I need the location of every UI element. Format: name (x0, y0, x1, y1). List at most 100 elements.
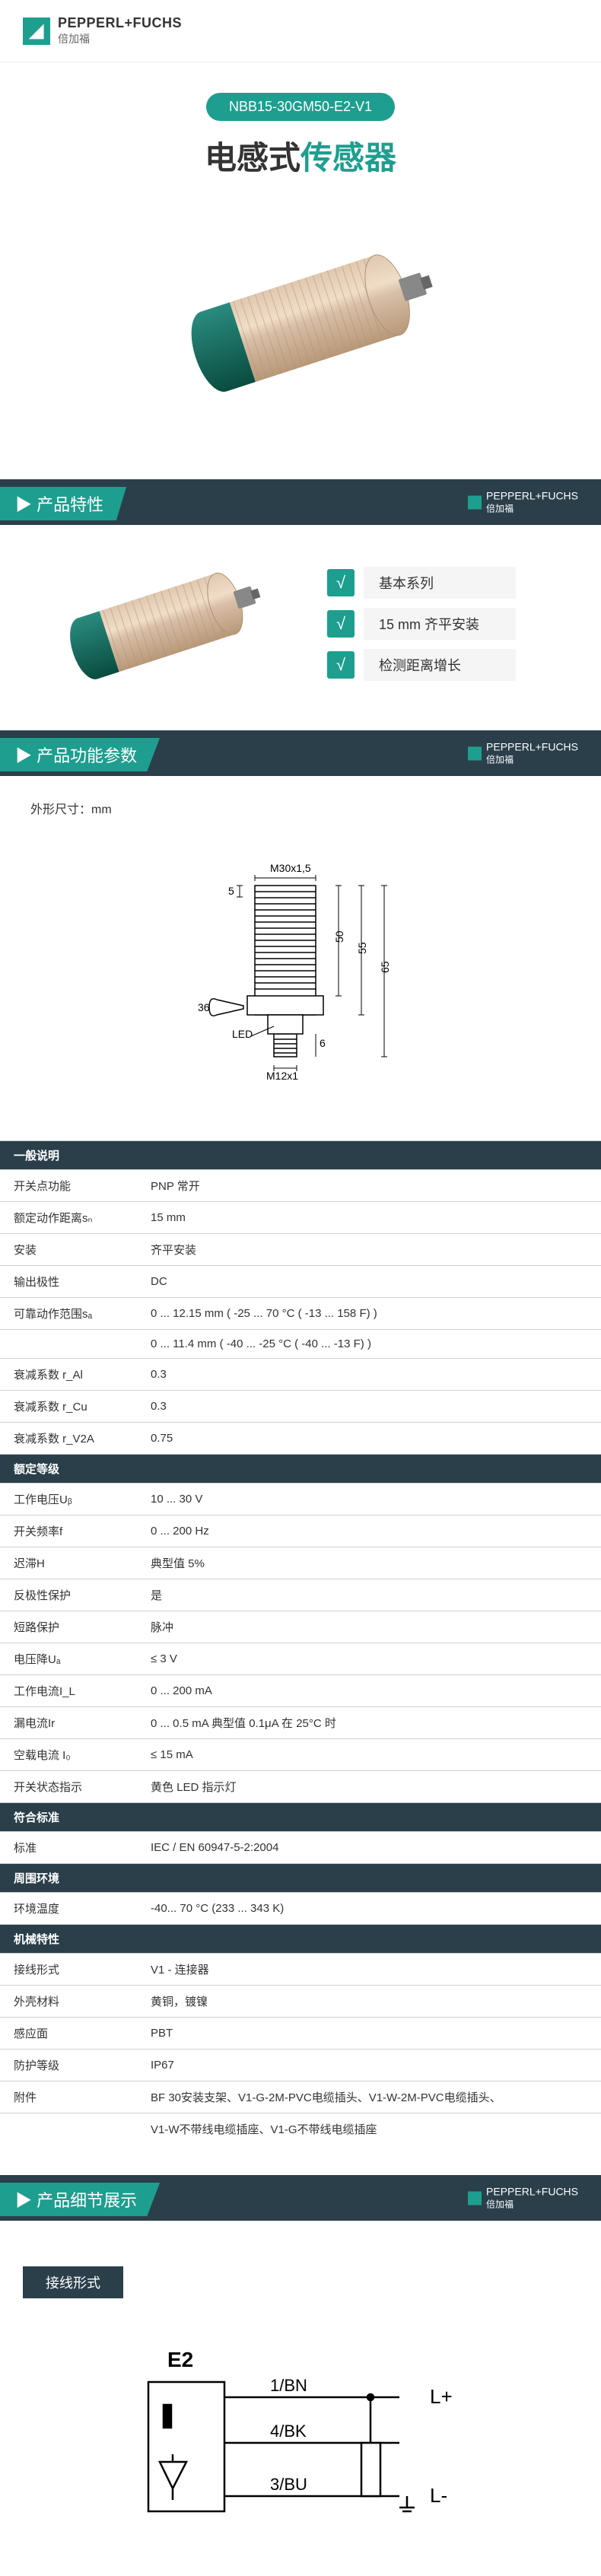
spec-value: 脉冲 (137, 1611, 601, 1643)
spec-value: 黄铜，镀镍 (137, 1986, 601, 2018)
spec-section-row: 机械特性 (0, 1925, 601, 1954)
feature-text: 15 mm 齐平安装 (364, 608, 516, 640)
spec-value: 0 ... 200 mA (137, 1675, 601, 1707)
spec-label: 开关状态指示 (0, 1771, 137, 1803)
dimension-label: 外形尺寸：mm (0, 799, 601, 832)
sensor-illustration-small (30, 548, 297, 700)
spec-value: PBT (137, 2018, 601, 2050)
spec-label: 安装 (0, 1234, 137, 1266)
wiring-section: 接线形式 E2 (0, 2244, 601, 2576)
section-header-details: ▶ 产品细节展示 PEPPERL+FUCHS倍加福 (0, 2175, 601, 2221)
spec-row: 输出极性DC (0, 1266, 601, 1298)
spec-section-row: 额定等级 (0, 1455, 601, 1484)
spec-value: IP67 (137, 2050, 601, 2081)
product-image-large (0, 202, 601, 479)
spec-row: 空载电流 I₀≤ 15 mA (0, 1739, 601, 1771)
svg-text:50: 50 (333, 930, 345, 943)
brand-cn: 倍加福 (58, 31, 182, 46)
logo-icon: ◢ (23, 17, 50, 45)
spec-section-row: 周围环境 (0, 1864, 601, 1893)
spec-label: 开关频率f (0, 1515, 137, 1547)
svg-text:L+: L+ (430, 2385, 453, 2408)
title-part-b: 传感器 (300, 140, 396, 176)
spec-row: 外壳材料黄铜，镀镍 (0, 1986, 601, 2018)
section-header-features: ▶ 产品特性 PEPPERL+FUCHS倍加福 (0, 479, 601, 525)
spec-label: 感应面 (0, 2018, 137, 2050)
spec-label: 防护等级 (0, 2050, 137, 2081)
spec-row: 开关点功能PNP 常开 (0, 1170, 601, 1202)
section-brand: PEPPERL+FUCHS倍加福 (468, 2186, 578, 2211)
spec-row: 感应面PBT (0, 2018, 601, 2050)
spec-label: 附件 (0, 2081, 137, 2113)
spec-label: 工作电流I_L (0, 1675, 137, 1707)
spec-row: 开关状态指示黄色 LED 指示灯 (0, 1771, 601, 1803)
page-title: 电感式传感器 (0, 132, 601, 179)
check-icon: √ (327, 610, 355, 638)
svg-text:65: 65 (379, 961, 391, 973)
feature-text: 检测距离增长 (364, 649, 516, 681)
spec-label: 短路保护 (0, 1611, 137, 1643)
spec-value: ≤ 3 V (137, 1643, 601, 1675)
spec-label: 开关点功能 (0, 1170, 137, 1202)
spec-row: 可靠动作范围sₐ0 ... 12.15 mm ( -25 ... 70 °C (… (0, 1298, 601, 1330)
spec-value: 是 (137, 1579, 601, 1611)
spec-label: 环境温度 (0, 1893, 137, 1925)
page-header: ◢ PEPPERL+FUCHS 倍加福 (0, 0, 601, 62)
spec-label: 电压降Uₐ (0, 1643, 137, 1675)
spec-row: 防护等级IP67 (0, 2050, 601, 2081)
hero-section: NBB15-30GM50-E2-V1 电感式传感器 (0, 62, 601, 202)
spec-label: 工作电压Uᵦ (0, 1484, 137, 1515)
spec-value: 典型值 5% (137, 1547, 601, 1579)
spec-row: V1-W不带线电缆插座、V1-G不带线电缆插座 (0, 2113, 601, 2145)
check-icon: √ (327, 651, 355, 679)
spec-table: 一般说明开关点功能PNP 常开额定动作距离sₙ15 mm安装齐平安装输出极性DC… (0, 1140, 601, 2145)
spec-label: 输出极性 (0, 1266, 137, 1298)
spec-value: 0.75 (137, 1423, 601, 1455)
spec-row: 标准IEC / EN 60947-5-2:2004 (0, 1832, 601, 1864)
check-icon: √ (327, 569, 355, 596)
spec-row: 0 ... 11.4 mm ( -40 ... -25 °C ( -40 ...… (0, 1330, 601, 1359)
svg-text:55: 55 (356, 942, 368, 954)
spec-row: 反极性保护是 (0, 1579, 601, 1611)
spec-row: 环境温度-40... 70 °C (233 ... 343 K) (0, 1893, 601, 1925)
dimension-drawing: M30x1,5 50 55 65 5 6 36 LED M12x1 (0, 832, 601, 1140)
spec-value: 0 ... 11.4 mm ( -40 ... -25 °C ( -40 ...… (137, 1330, 601, 1359)
spec-label: 迟滞H (0, 1547, 137, 1579)
svg-text:3/BU: 3/BU (270, 2475, 307, 2494)
svg-text:M30x1,5: M30x1,5 (270, 862, 311, 874)
spec-label: 标准 (0, 1832, 137, 1864)
spec-value: 0 ... 0.5 mA 典型值 0.1μA 在 25°C 时 (137, 1707, 601, 1739)
spec-value: BF 30安装支架、V1-G-2M-PVC电缆插头、V1-W-2M-PVC电缆插… (137, 2081, 601, 2113)
model-badge: NBB15-30GM50-E2-V1 (206, 93, 395, 121)
spec-value: 0 ... 12.15 mm ( -25 ... 70 °C ( -13 ...… (137, 1298, 601, 1330)
spec-label: 空载电流 I₀ (0, 1739, 137, 1771)
svg-text:6: 6 (320, 1037, 326, 1049)
spec-value: -40... 70 °C (233 ... 343 K) (137, 1893, 601, 1925)
spec-row: 工作电流I_L0 ... 200 mA (0, 1675, 601, 1707)
spec-value: IEC / EN 60947-5-2:2004 (137, 1832, 601, 1864)
feature-item: √ 15 mm 齐平安装 (327, 608, 516, 640)
spec-value: 0.3 (137, 1391, 601, 1423)
svg-text:1/BN: 1/BN (270, 2376, 307, 2395)
spec-row: 接线形式V1 - 连接器 (0, 1954, 601, 1986)
spec-label: 衰减系数 r_Cu (0, 1391, 137, 1423)
feature-item: √ 检测距离增长 (327, 649, 516, 681)
spec-section-row: 一般说明 (0, 1141, 601, 1170)
spec-label: 额定动作距离sₙ (0, 1202, 137, 1234)
spec-row: 工作电压Uᵦ10 ... 30 V (0, 1484, 601, 1515)
spec-row: 迟滞H典型值 5% (0, 1547, 601, 1579)
section-label: ▶ 产品特性 (0, 487, 126, 520)
svg-text:E2: E2 (167, 2348, 193, 2371)
spec-label (0, 2113, 137, 2145)
spec-row: 开关频率f0 ... 200 Hz (0, 1515, 601, 1547)
spec-label: 反极性保护 (0, 1579, 137, 1611)
spec-row: 衰减系数 r_V2A0.75 (0, 1423, 601, 1455)
spec-label: 衰减系数 r_Al (0, 1359, 137, 1391)
spec-label: 可靠动作范围sₐ (0, 1298, 137, 1330)
spec-label: 外壳材料 (0, 1986, 137, 2018)
wiring-label: 接线形式 (23, 2266, 123, 2298)
spec-value: 15 mm (137, 1202, 601, 1234)
svg-text:L-: L- (430, 2484, 447, 2507)
spec-section-row: 符合标准 (0, 1803, 601, 1832)
spec-value: PNP 常开 (137, 1170, 601, 1202)
